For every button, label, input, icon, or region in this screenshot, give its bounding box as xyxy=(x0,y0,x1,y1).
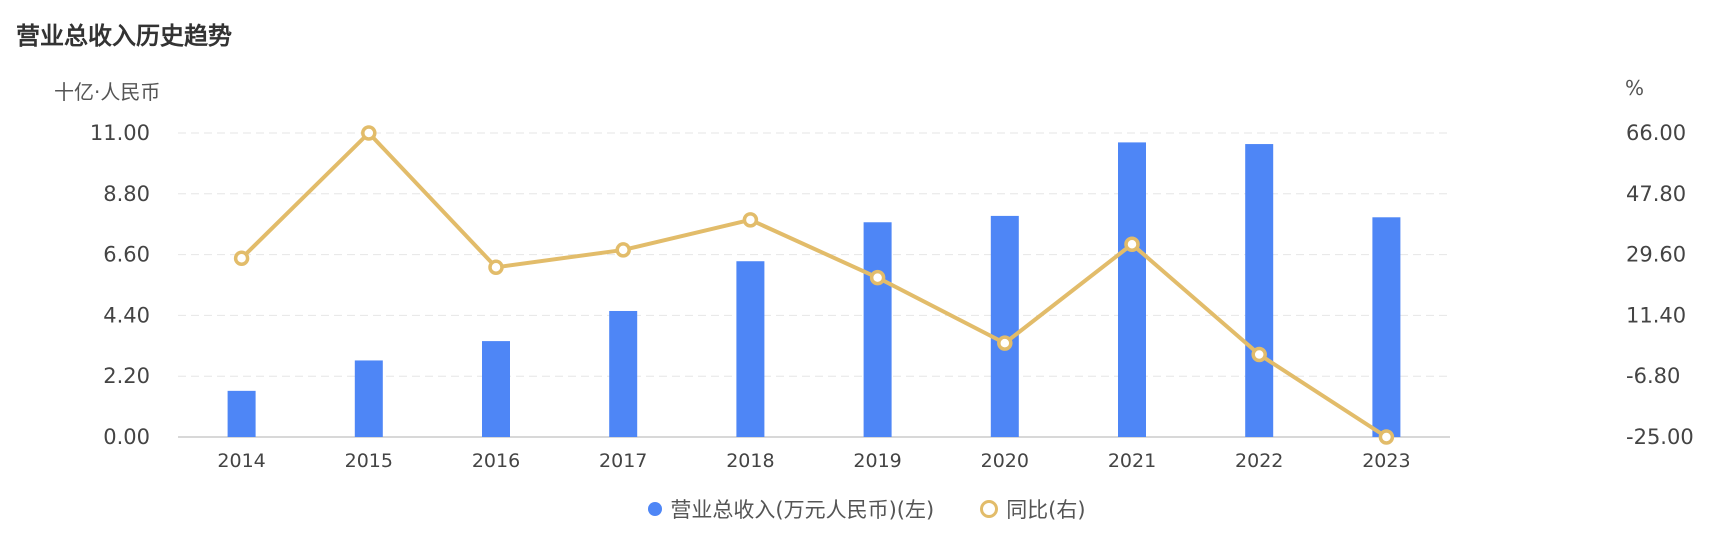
right-tick-label: 11.40 xyxy=(1626,303,1686,327)
legend-line-swatch xyxy=(980,500,999,518)
yoy-point-2020 xyxy=(997,335,1013,351)
legend-item-revenue[interactable]: 营业总收入(万元人民币)(左) xyxy=(648,494,934,524)
left-tick-label: 0.00 xyxy=(103,425,150,449)
legend-bar-swatch xyxy=(648,502,663,516)
left-tick-label: 8.80 xyxy=(103,182,150,206)
right-tick-label: 66.00 xyxy=(1626,121,1686,145)
bar-2021 xyxy=(1118,142,1146,437)
yoy-point-2022 xyxy=(1251,346,1267,363)
right-tick-label: 29.60 xyxy=(1626,243,1686,267)
yoy-line xyxy=(240,131,1388,439)
bar-2016 xyxy=(482,341,510,437)
bar-2015 xyxy=(354,360,383,437)
yoy-point-2014 xyxy=(233,250,250,267)
left-tick-label: 11.00 xyxy=(90,121,150,145)
legend-label-yoy: 同比(右) xyxy=(1006,498,1086,522)
chart-legend: 营业总收入(万元人民币)(左) 同比(右) xyxy=(0,494,1734,524)
right-axis-unit: % xyxy=(1625,76,1645,100)
chart-title: 营业总收入历史趋势 xyxy=(16,22,232,50)
left-tick-label: 2.20 xyxy=(103,364,150,388)
yoy-point-2016 xyxy=(488,259,504,276)
right-tick-label: -6.80 xyxy=(1626,364,1680,388)
x-tick-label: 2017 xyxy=(599,450,647,472)
x-tick-label: 2016 xyxy=(472,450,520,472)
x-tick-label: 2020 xyxy=(981,450,1029,472)
yoy-point-2017 xyxy=(615,242,631,258)
bar-2020 xyxy=(990,215,1019,437)
x-tick-label: 2021 xyxy=(1108,450,1156,472)
yoy-point-2023 xyxy=(1378,429,1395,445)
bar-2018 xyxy=(736,261,765,437)
x-tick-label: 2015 xyxy=(345,450,393,472)
bar-2023 xyxy=(1372,217,1401,437)
bar-2022 xyxy=(1245,144,1274,437)
yoy-point-2015 xyxy=(361,125,377,141)
x-tick-label: 2022 xyxy=(1235,450,1283,472)
legend-label-revenue: 营业总收入(万元人民币)(左) xyxy=(670,498,935,522)
x-tick-label: 2023 xyxy=(1362,450,1410,472)
yoy-point-2021 xyxy=(1124,236,1140,252)
x-tick-label: 2018 xyxy=(726,450,774,472)
left-axis-unit: 十亿·人民币 xyxy=(54,80,161,104)
bar-2014 xyxy=(227,390,256,437)
yoy-point-2018 xyxy=(742,212,759,228)
right-tick-label: -25.00 xyxy=(1626,425,1694,449)
chart-plot-area: 0.00 -25.00 2.20 -6.80 4.40 11.40 6.60 29.60 8.8… xyxy=(90,121,1694,472)
bar-2019 xyxy=(863,222,892,437)
bar-2017 xyxy=(609,310,638,437)
yoy-point-2019 xyxy=(869,269,886,286)
left-tick-label: 6.60 xyxy=(103,243,150,267)
x-tick-label: 2014 xyxy=(217,450,265,472)
left-tick-label: 4.40 xyxy=(103,303,150,327)
right-tick-label: 47.80 xyxy=(1626,182,1686,206)
legend-item-yoy[interactable]: 同比(右) xyxy=(980,494,1086,524)
x-tick-label: 2019 xyxy=(853,450,901,472)
